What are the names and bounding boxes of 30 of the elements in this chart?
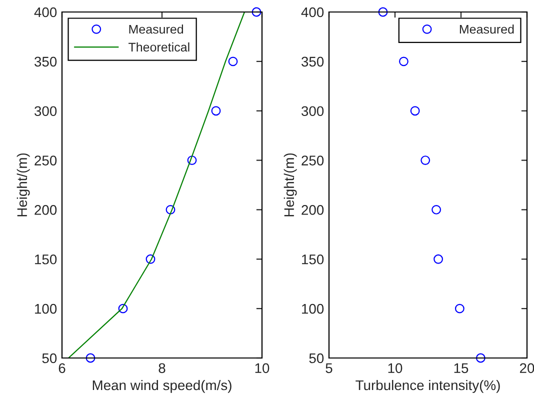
- y-tick-label: 150: [302, 254, 324, 264]
- y-tick-label: 100: [35, 304, 57, 314]
- y-tick-label: 50: [42, 353, 57, 364]
- y-tick-label: 350: [34, 56, 57, 67]
- y-tick-label: 300: [302, 106, 324, 116]
- y-tick-label: 150: [35, 254, 57, 264]
- x-axis-title: Turbulence intensity(%): [356, 380, 500, 393]
- y-axis-title: Height/(m): [284, 153, 297, 216]
- x-tick-label: 5: [326, 363, 332, 374]
- x-axis-title: Mean wind speed(m/s): [92, 380, 232, 393]
- y-tick-label: 200: [302, 205, 324, 215]
- y-tick-label: 400: [34, 7, 57, 18]
- legend-label: Theoretical: [128, 42, 190, 52]
- y-tick-label: 200: [34, 205, 57, 215]
- legend-label: Measured: [460, 24, 514, 34]
- y-tick-label: 250: [34, 156, 57, 166]
- x-tick-label: 20: [520, 363, 534, 374]
- y-axis-title: Height/(m): [16, 153, 30, 216]
- y-tick-label: 50: [309, 353, 324, 364]
- y-tick-label: 400: [301, 7, 324, 18]
- y-tick-label: 250: [302, 156, 324, 166]
- x-tick-label: 10: [388, 363, 402, 374]
- y-tick-label: 300: [34, 106, 57, 116]
- x-tick-label: 6: [58, 363, 66, 374]
- legend-label: Measured: [129, 24, 184, 34]
- y-tick-label: 350: [302, 56, 324, 67]
- y-tick-label: 100: [302, 304, 324, 314]
- x-tick-label: 15: [454, 363, 468, 374]
- x-tick-label: 8: [158, 363, 166, 374]
- x-tick-label: 10: [255, 363, 270, 374]
